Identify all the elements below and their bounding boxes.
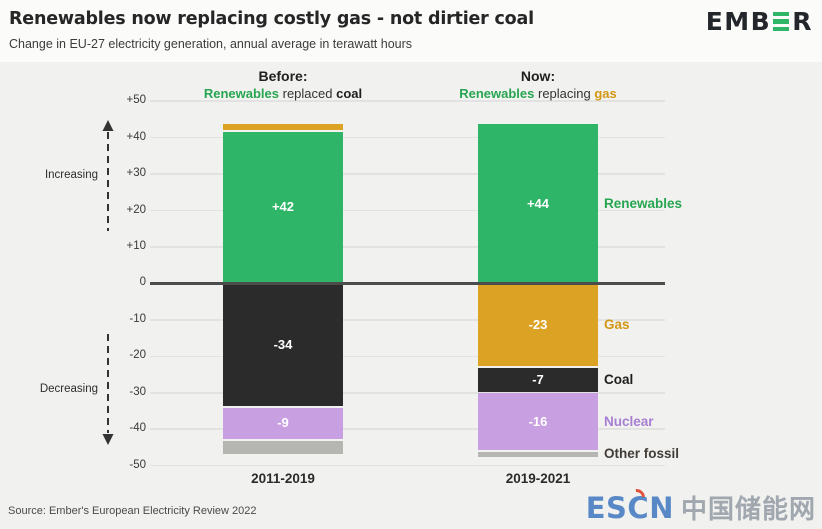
y-axis-tick: +30: [126, 167, 146, 180]
y-axis-tick: +20: [126, 203, 146, 216]
bar-segment-other-fossil: [478, 451, 598, 458]
page-title: Renewables now replacing costly gas - no…: [9, 9, 534, 29]
page-subtitle: Change in EU-27 electricity generation, …: [9, 37, 413, 51]
ember-logo-text-post: R: [792, 7, 813, 36]
before-subheading: Renewables replaced coal: [153, 86, 413, 101]
column-heading-now: Now: Renewables replacing gas: [408, 68, 668, 101]
escn-latin-post: N: [649, 490, 674, 525]
gridline: [150, 428, 665, 430]
legend-other-fossil: Other fossil: [604, 446, 680, 462]
gridline: [150, 136, 665, 139]
gridline: [150, 464, 665, 467]
bar-value-label: -34: [273, 337, 293, 352]
before-series-word: Renewables: [203, 86, 280, 101]
gridline: [150, 246, 665, 248]
before-object-word: coal: [336, 86, 363, 101]
y-axis-tick: -40: [129, 422, 146, 435]
legend-gas: Gas: [604, 316, 630, 332]
increasing-label: Increasing: [44, 169, 98, 181]
bar-segment-other-fossil: [223, 440, 343, 454]
bar-value-label: -23: [528, 316, 548, 332]
bar-segment-coal: -34: [223, 283, 343, 407]
ember-logo: EMB R: [706, 7, 813, 36]
now-series-word: Renewables: [459, 86, 535, 101]
escn-chinese-name: 中国储能网: [680, 495, 816, 525]
bar-value-label: -9: [277, 415, 289, 431]
escn-latin-pre: ES: [585, 490, 628, 525]
x-axis-category-label: 2019-2021: [505, 471, 571, 486]
bar-segment-renewables: +42: [223, 131, 343, 284]
ember-logo-e-bars-icon: [773, 11, 790, 32]
zero-line: [150, 282, 665, 285]
gridline: [150, 392, 665, 394]
y-axis-tick: -30: [129, 385, 146, 398]
gridline: [150, 319, 665, 321]
decreasing-label: Decreasing: [39, 383, 98, 395]
bar-segment-nuclear: -16: [478, 393, 598, 450]
bar-segment-gas: -23: [478, 283, 598, 367]
ember-logo-text-pre: EMB: [705, 7, 772, 36]
bar-segment-coal: -7: [478, 367, 598, 392]
before-heading: Before:: [258, 68, 308, 84]
bar-value-label: -7: [532, 371, 544, 387]
now-heading: Now:: [520, 68, 556, 84]
bar-value-label: +44: [526, 195, 550, 211]
bar-segment-nuclear: -9: [223, 407, 343, 439]
escn-watermark-logo: ES C N 中国储能网: [585, 485, 816, 526]
decreasing-arrow-icon: [102, 334, 114, 445]
y-axis-tick: 0: [139, 276, 146, 289]
escn-letter-c: C: [624, 485, 649, 525]
x-axis-category-label: 2011-2019: [251, 471, 315, 486]
source-note: Source: Ember's European Electricity Rev…: [8, 505, 257, 517]
gridline: [150, 209, 665, 212]
legend-coal: Coal: [604, 371, 634, 387]
y-axis-tick: -10: [129, 312, 146, 325]
now-verb-word: replacing: [534, 86, 595, 101]
bar-value-label: -16: [528, 413, 548, 429]
before-verb-word: replaced: [279, 86, 337, 101]
increasing-arrow-icon: [102, 120, 114, 231]
y-axis-tick: +50: [126, 94, 146, 107]
y-axis-tick: +40: [126, 130, 146, 143]
y-axis-tick: +10: [126, 239, 146, 252]
bar-segment-renewables: +44: [478, 124, 598, 284]
bar-segment-gas: [223, 124, 343, 131]
now-object-word: gas: [594, 86, 617, 101]
legend-renewables: Renewables: [604, 195, 683, 211]
gridline: [150, 100, 665, 102]
column-heading-before: Before: Renewables replaced coal: [153, 68, 413, 101]
gridline: [150, 173, 665, 175]
y-axis-tick: -50: [129, 458, 146, 471]
bar-value-label: +42: [271, 199, 295, 215]
now-subheading: Renewables replacing gas: [408, 86, 668, 101]
legend-nuclear: Nuclear: [604, 413, 654, 429]
y-axis-tick: -20: [129, 349, 146, 362]
header-band: Renewables now replacing costly gas - no…: [0, 0, 822, 62]
gridline: [150, 355, 665, 358]
